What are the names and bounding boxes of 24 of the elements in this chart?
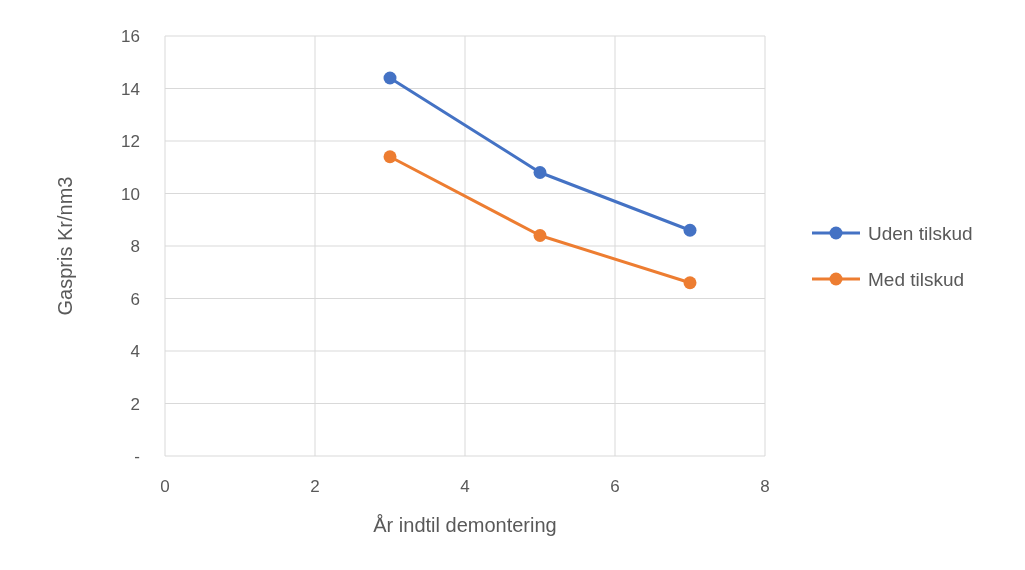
x-tick-label: 4 bbox=[460, 477, 470, 496]
point bbox=[383, 71, 397, 85]
x-tick-label: 2 bbox=[310, 477, 320, 496]
y-tick-label: 8 bbox=[130, 237, 140, 256]
y-tick-label: 10 bbox=[121, 184, 140, 204]
legend-label: Med tilskud bbox=[868, 269, 965, 290]
x-axis-title: År indtil demontering bbox=[373, 514, 557, 536]
y-tick-label: 12 bbox=[121, 132, 140, 151]
y-tick-label: 4 bbox=[130, 342, 140, 361]
point bbox=[383, 150, 397, 164]
y-tick-label: 16 bbox=[121, 27, 140, 46]
point bbox=[533, 166, 547, 179]
y-tick-label: - bbox=[134, 447, 140, 466]
y-tick-label: 6 bbox=[130, 289, 140, 309]
point bbox=[533, 229, 547, 242]
y-tick-label: 14 bbox=[121, 79, 140, 99]
x-tick-label: 0 bbox=[160, 477, 170, 496]
point bbox=[683, 223, 697, 237]
point bbox=[683, 276, 697, 290]
y-tick-label: 2 bbox=[130, 394, 140, 414]
x-tick-label: 6 bbox=[610, 477, 620, 496]
y-axis-title: Gaspris Kr/nm3 bbox=[54, 176, 76, 316]
legend-label: Uden tilskud bbox=[868, 223, 973, 244]
x-tick-label: 8 bbox=[760, 477, 770, 496]
